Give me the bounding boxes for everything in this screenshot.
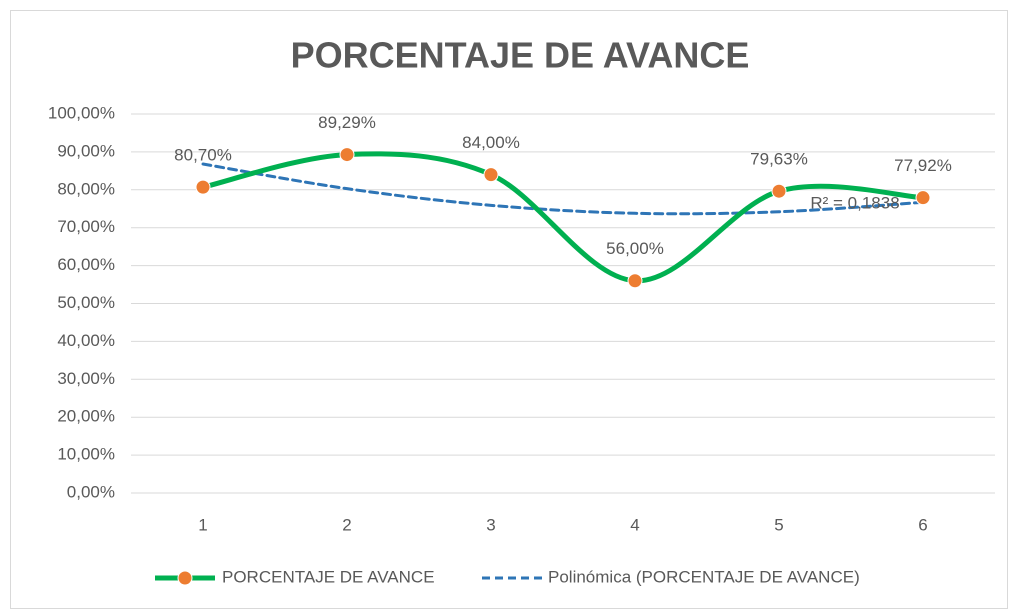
x-tick-label: 4 bbox=[630, 515, 639, 534]
data-label: 77,92% bbox=[894, 156, 952, 175]
annotation: R² = 0,1838 bbox=[810, 193, 899, 212]
y-tick-label: 60,00% bbox=[57, 255, 115, 274]
marker bbox=[771, 183, 787, 199]
y-tick-label: 50,00% bbox=[57, 293, 115, 312]
y-tick-label: 90,00% bbox=[57, 141, 115, 160]
x-tick-label: 1 bbox=[198, 515, 207, 534]
line bbox=[200, 151, 926, 284]
legend-marker bbox=[177, 570, 193, 586]
trendline bbox=[201, 162, 925, 216]
data-label: 79,63% bbox=[750, 150, 808, 169]
legend-label: Polinómica (PORCENTAJE DE AVANCE) bbox=[548, 567, 860, 586]
chart-border bbox=[10, 10, 1008, 609]
marker bbox=[627, 273, 643, 289]
chart-title: PORCENTAJE DE AVANCE bbox=[291, 35, 750, 76]
y-tick-label: 30,00% bbox=[57, 369, 115, 388]
marker bbox=[339, 147, 355, 163]
x-tick-label: 2 bbox=[342, 515, 351, 534]
data-label: 56,00% bbox=[606, 239, 664, 258]
data-label: 84,00% bbox=[462, 133, 520, 152]
marker bbox=[915, 190, 931, 206]
y-tick-label: 70,00% bbox=[57, 217, 115, 236]
y-tick-label: 10,00% bbox=[57, 445, 115, 464]
x-tick-label: 6 bbox=[918, 515, 927, 534]
data-label: 89,29% bbox=[318, 113, 376, 132]
y-tick-label: 80,00% bbox=[57, 179, 115, 198]
marker bbox=[483, 167, 499, 183]
y-tick-label: 100,00% bbox=[48, 103, 115, 122]
data-label: 80,70% bbox=[174, 146, 232, 165]
x-tick-label: 3 bbox=[486, 515, 495, 534]
y-tick-label: 20,00% bbox=[57, 407, 115, 426]
legend-label: PORCENTAJE DE AVANCE bbox=[222, 567, 435, 586]
x-tick-label: 5 bbox=[774, 515, 783, 534]
y-tick-label: 0,00% bbox=[67, 482, 115, 501]
marker bbox=[195, 179, 211, 195]
y-tick-label: 40,00% bbox=[57, 331, 115, 350]
